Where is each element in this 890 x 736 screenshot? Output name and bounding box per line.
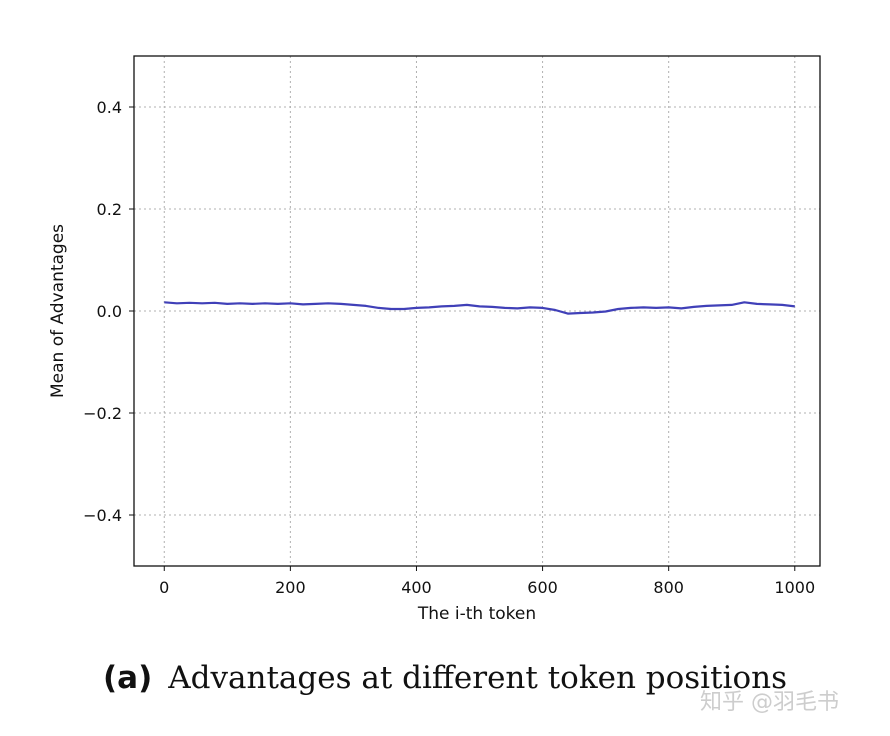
- watermark: 知乎 @羽毛书: [700, 690, 839, 715]
- grid-layer: [134, 56, 820, 566]
- x-tick-label: 600: [527, 578, 558, 597]
- x-axis-label: The i-th token: [417, 604, 536, 624]
- x-tick-label: 400: [401, 578, 432, 597]
- x-tick-label: 200: [275, 578, 306, 597]
- x-tick-label: 0: [159, 578, 169, 597]
- x-tick-label: 1000: [774, 578, 815, 597]
- caption-tag: (a): [102, 660, 153, 696]
- y-tick-label: 0.2: [97, 200, 122, 219]
- y-tick-label: 0.0: [97, 302, 122, 321]
- plot-frame: [133, 55, 821, 567]
- y-tick-label: −0.4: [83, 506, 122, 525]
- figure-caption: (a) Advantages at different token positio…: [0, 660, 890, 696]
- series-line: [164, 301, 795, 315]
- y-axis-label: Mean of Advantages: [48, 224, 68, 398]
- caption-text: Advantages at different token positions: [168, 660, 788, 696]
- chart: 0 200 400 600 800 1000 −0.4 −0.2 0.0 0.2 0.4 The i…: [48, 55, 821, 624]
- x-tick-label: 800: [653, 578, 684, 597]
- tick-layer: 0 200 400 600 800 1000 −0.4 −0.2 0.0 0.2 0.4: [83, 98, 815, 597]
- y-tick-label: 0.4: [97, 98, 122, 117]
- y-tick-label: −0.2: [83, 404, 122, 423]
- line-layer: [164, 301, 795, 315]
